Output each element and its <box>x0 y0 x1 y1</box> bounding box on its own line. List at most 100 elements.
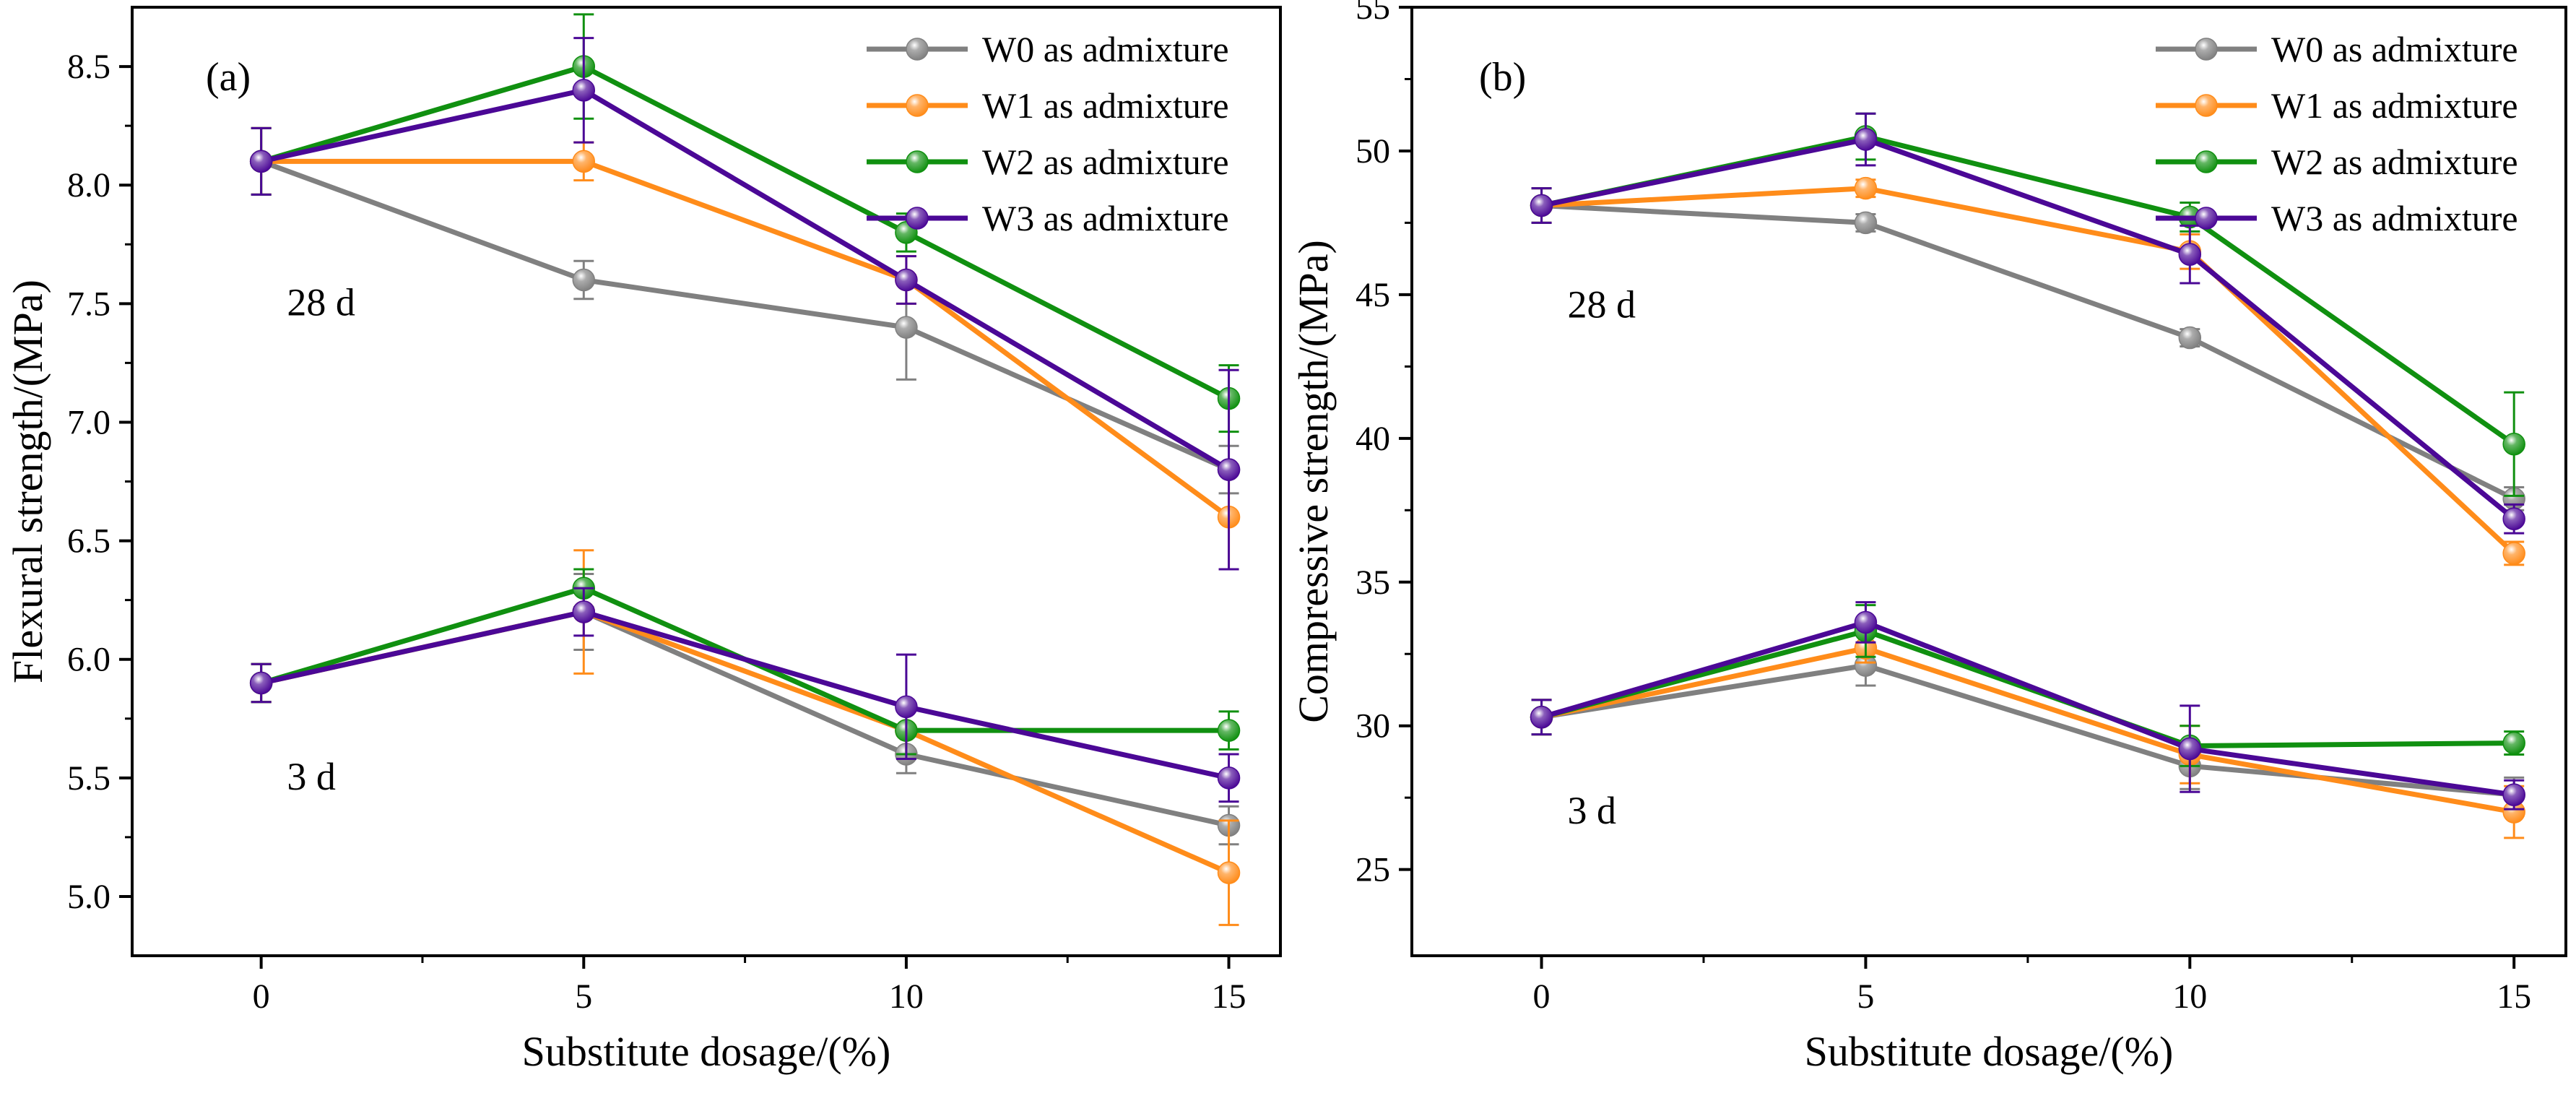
y-tick-label: 5.0 <box>67 878 110 916</box>
data-point <box>1217 719 1241 742</box>
data-point <box>2502 507 2525 530</box>
series-w3-3d <box>1530 601 2525 811</box>
y-tick-label: 50 <box>1356 132 1390 170</box>
data-point <box>1217 861 1241 884</box>
data-point <box>1217 458 1241 481</box>
data-point <box>2502 783 2525 806</box>
data-point <box>2178 737 2202 761</box>
legend: W0 as admixture W1 as admixture W2 as admi… <box>2156 29 2518 238</box>
y-tick-label: 7.5 <box>67 285 110 323</box>
legend-label: W1 as admixture <box>982 85 1229 126</box>
data-point <box>1854 176 1878 200</box>
plot-frame <box>1410 6 2567 957</box>
series-w3-28d <box>249 37 1241 571</box>
legend-label: W1 as admixture <box>2271 85 2518 126</box>
data-point <box>2178 243 2202 266</box>
series-line <box>1540 137 2516 521</box>
data-point <box>2502 433 2525 456</box>
data-point <box>1217 766 1241 790</box>
y-tick-label: 35 <box>1356 563 1390 602</box>
series-line <box>1541 203 2515 501</box>
data-point <box>1854 211 1878 235</box>
legend-label: W3 as admixture <box>982 198 1229 238</box>
legend-label: W0 as admixture <box>982 29 1229 69</box>
x-tick-label: 5 <box>1857 977 1874 1016</box>
data-point <box>249 150 273 173</box>
y-tick-label: 30 <box>1356 707 1390 746</box>
data-point <box>572 268 596 292</box>
legend-marker <box>2195 207 2218 230</box>
chart-panel-a: 0 5 10 15 5.0 5.5 6.0 6.5 7.0 7.5 8.0 8.5 Substitute… <box>4 6 1282 1075</box>
y-tick-label: 55 <box>1356 0 1390 27</box>
data-point <box>895 695 918 719</box>
x-tick-label: 15 <box>2497 977 2531 1016</box>
series-w1-3d <box>1530 632 2525 839</box>
legend-marker <box>2195 150 2218 173</box>
panel-label: (b) <box>1479 55 1526 100</box>
y-tick-label: 7.0 <box>67 403 110 441</box>
legend-marker <box>906 150 929 173</box>
legend-label: W2 as admixture <box>2271 142 2518 182</box>
data-point <box>572 600 596 623</box>
panel-label: (a) <box>206 55 251 100</box>
legend-marker <box>2195 38 2218 61</box>
y-tick-label: 5.5 <box>67 759 110 798</box>
series-line <box>1540 619 2515 798</box>
y-axis-title: Compressive strength/(MPa) <box>1290 240 1337 723</box>
legend-marker <box>906 207 929 230</box>
data-point <box>1530 706 1553 729</box>
data-point <box>2178 326 2202 350</box>
legend-marker <box>906 94 929 117</box>
y-tick-label: 45 <box>1356 276 1390 314</box>
series-line <box>1540 662 2515 798</box>
series-line <box>260 87 1231 472</box>
y-tick-label: 6.5 <box>67 522 110 561</box>
series-line <box>260 609 1230 828</box>
legend-marker <box>2195 94 2218 117</box>
x-tick-label: 0 <box>1533 977 1551 1016</box>
y-tick-label: 8.0 <box>67 166 110 204</box>
y-tick-label: 40 <box>1356 420 1390 458</box>
chart-panel-b: 0 5 10 15 25 30 35 40 45 50 55 Substitute dosage/(%… <box>1290 0 2567 1075</box>
legend-label: W0 as admixture <box>2271 29 2518 69</box>
legend-marker <box>906 38 929 61</box>
data-point <box>2502 731 2525 755</box>
legend-label: W2 as admixture <box>982 142 1229 182</box>
x-tick-label: 15 <box>1212 977 1246 1016</box>
data-point <box>895 316 918 339</box>
data-point <box>2502 542 2525 565</box>
series-w3-28d <box>1530 112 2525 535</box>
y-tick-label: 25 <box>1356 851 1390 889</box>
data-point <box>1854 128 1878 151</box>
legend: W0 as admixture W1 as admixture W2 as admi… <box>867 29 1229 238</box>
y-axis-title: Flexural strength/(MPa) <box>4 280 51 683</box>
series-w1-28d <box>249 126 1241 571</box>
y-tick-label: 8.5 <box>67 48 110 86</box>
age-annotation: 28 d <box>287 281 355 324</box>
series-line <box>1540 628 2515 749</box>
series-line <box>1541 186 2516 556</box>
data-point <box>572 150 596 173</box>
x-tick-label: 5 <box>575 977 592 1016</box>
data-point <box>1530 194 1553 217</box>
x-axis-title: Substitute dosage/(%) <box>1805 1028 2174 1075</box>
y-tick-label: 6.0 <box>67 641 110 679</box>
series-w3-3d <box>249 587 1241 803</box>
x-axis-title: Substitute dosage/(%) <box>522 1028 891 1075</box>
series-w0-3d <box>249 573 1241 846</box>
age-annotation: 3 d <box>287 755 336 798</box>
series-w1-3d <box>249 549 1241 926</box>
data-point <box>572 79 596 102</box>
x-tick-label: 0 <box>253 977 270 1016</box>
series-line <box>260 609 1230 781</box>
series-line <box>261 158 1231 519</box>
data-point <box>895 268 918 292</box>
data-point <box>1854 610 1878 634</box>
series-line <box>260 64 1231 401</box>
x-tick-label: 10 <box>889 977 924 1016</box>
x-tick-label: 10 <box>2172 977 2207 1016</box>
data-point <box>249 671 273 695</box>
age-annotation: 3 d <box>1567 789 1616 832</box>
age-annotation: 28 d <box>1567 283 1636 327</box>
